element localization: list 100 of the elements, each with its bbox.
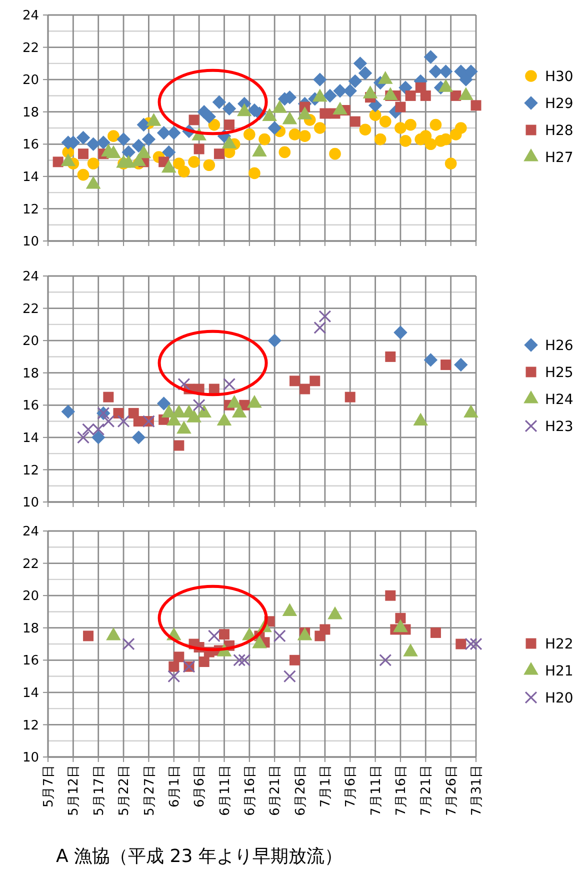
- y-tick-label: 14: [22, 170, 39, 185]
- point: [273, 630, 286, 642]
- point: [450, 90, 462, 101]
- point: [404, 118, 416, 131]
- point: [350, 116, 360, 127]
- point: [288, 128, 301, 140]
- point: [162, 145, 176, 160]
- point: [248, 167, 260, 180]
- point: [168, 661, 180, 672]
- point: [395, 102, 406, 112]
- legend-label: H29: [545, 96, 574, 112]
- point: [395, 612, 406, 624]
- point: [76, 431, 90, 444]
- y-tick-label: 18: [22, 366, 39, 382]
- x-tick-label: 7月31日: [470, 765, 485, 816]
- point: [428, 64, 443, 78]
- x-tick-label: 5月12日: [66, 765, 82, 816]
- point: [91, 430, 106, 444]
- point: [194, 144, 204, 154]
- x-tick-label: 7月1日: [318, 765, 334, 808]
- point: [438, 64, 453, 78]
- y-tick-label: 10: [22, 750, 39, 766]
- point: [117, 415, 130, 428]
- point: [198, 656, 210, 667]
- point: [167, 126, 181, 140]
- point: [298, 130, 311, 142]
- point: [379, 116, 392, 128]
- point: [444, 158, 457, 170]
- point: [424, 138, 437, 150]
- point: [424, 50, 438, 64]
- point: [394, 326, 408, 340]
- point: [464, 638, 478, 650]
- point: [268, 334, 282, 348]
- point: [353, 56, 368, 70]
- point: [168, 670, 180, 683]
- x-tick-label: 5月22日: [117, 765, 132, 816]
- point: [102, 415, 115, 428]
- y-tick-label: 16: [22, 398, 39, 414]
- point: [283, 670, 296, 683]
- point: [344, 392, 356, 402]
- text: A 漁協（平成 23 年より早期放流）: [56, 846, 342, 867]
- point: [222, 102, 236, 116]
- x-tick-label: 5月17日: [92, 765, 107, 816]
- x-tick-label: 6月21日: [268, 765, 284, 816]
- point: [52, 156, 64, 168]
- legend-label: H25: [545, 364, 574, 381]
- legend-label: H22: [545, 636, 574, 652]
- point: [318, 310, 332, 323]
- point: [470, 638, 482, 650]
- point: [108, 130, 120, 142]
- point: [456, 638, 466, 650]
- y-tick-label: 14: [22, 430, 39, 446]
- point: [212, 95, 226, 110]
- point: [289, 654, 300, 666]
- point: [156, 396, 171, 410]
- x-tick-label: 5月27日: [142, 765, 158, 816]
- legend-label: H28: [545, 122, 574, 139]
- legend-label: H27: [545, 150, 574, 166]
- point: [440, 360, 452, 370]
- x-tick-label: 6月16日: [242, 765, 258, 816]
- point: [96, 136, 110, 150]
- y-tick-label: 10: [22, 496, 39, 511]
- point: [208, 630, 220, 642]
- point: [243, 128, 256, 140]
- point: [420, 90, 431, 101]
- y-tick-label: 14: [22, 686, 39, 701]
- point: [224, 120, 235, 130]
- point: [424, 353, 438, 367]
- point: [122, 145, 136, 160]
- point: [83, 630, 94, 642]
- x-tick-label: 7月16日: [394, 765, 410, 816]
- y-tick-label: 22: [22, 556, 39, 572]
- point: [320, 624, 330, 635]
- point: [116, 132, 130, 146]
- point: [78, 148, 88, 160]
- point: [103, 392, 114, 402]
- point: [113, 408, 124, 418]
- legend-label: H30: [545, 68, 574, 85]
- legend-label: H26: [545, 338, 574, 354]
- y-tick-label: 12: [22, 463, 39, 478]
- point: [122, 638, 135, 650]
- point: [333, 84, 347, 98]
- point: [454, 122, 467, 134]
- legend-label: H23: [545, 418, 574, 435]
- point: [133, 416, 144, 427]
- point: [77, 168, 90, 181]
- y-tick-label: 12: [22, 718, 39, 734]
- point: [132, 138, 146, 153]
- point: [202, 110, 216, 124]
- point: [258, 133, 270, 146]
- y-tick-label: 18: [22, 105, 39, 120]
- point: [233, 654, 246, 666]
- point: [132, 430, 146, 444]
- point: [454, 358, 468, 372]
- point: [320, 108, 330, 119]
- y-tick-label: 18: [22, 621, 39, 636]
- y-tick-label: 24: [22, 524, 39, 540]
- point: [323, 88, 337, 103]
- point: [208, 118, 220, 131]
- x-tick-label: 7月21日: [419, 765, 434, 816]
